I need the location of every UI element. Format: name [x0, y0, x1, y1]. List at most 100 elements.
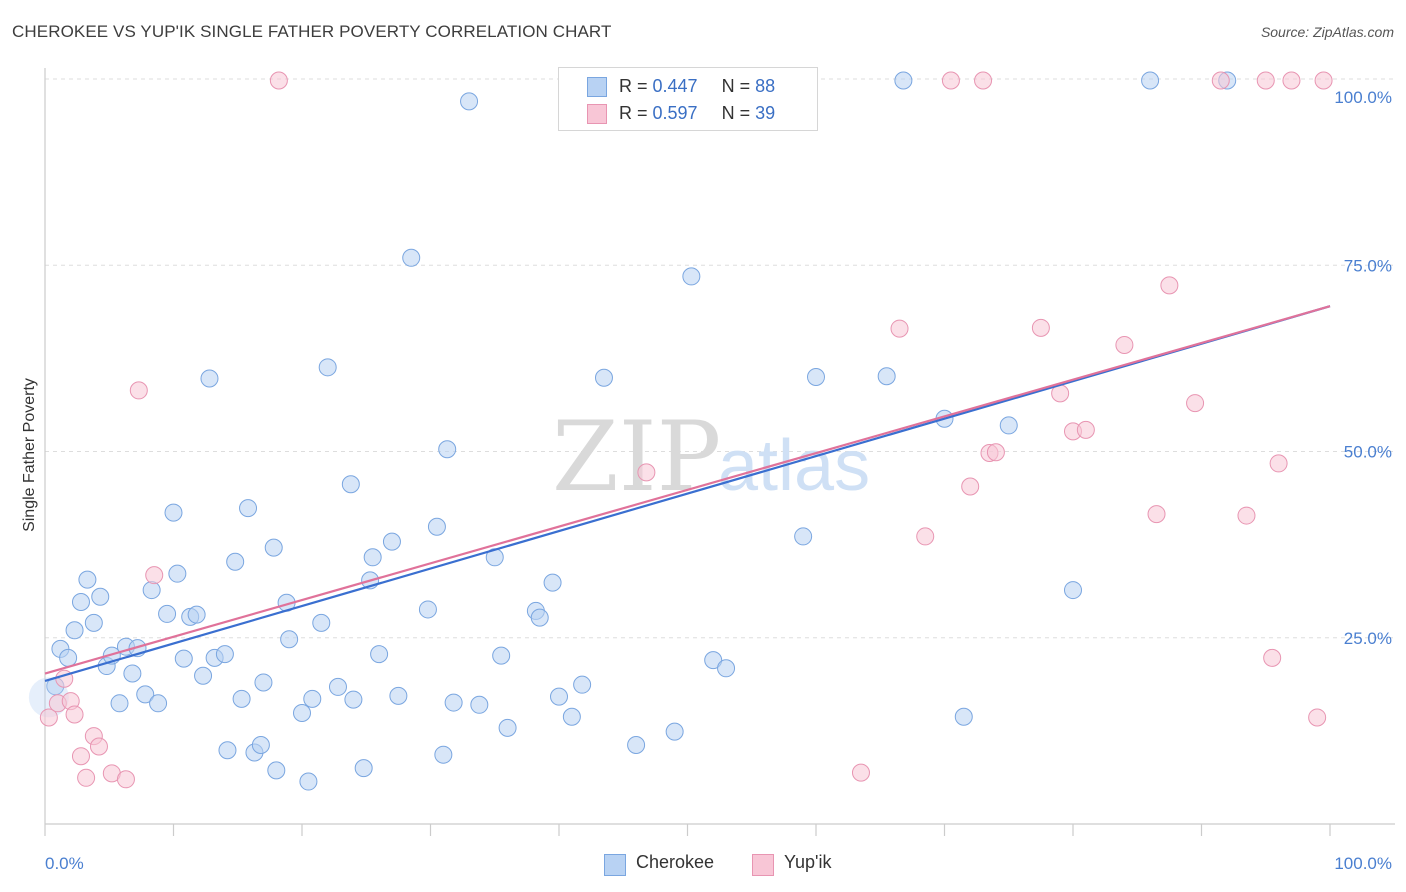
cherokee-point — [470, 695, 489, 714]
cherokee-point — [1141, 71, 1160, 90]
bottom-legend-yupik: Yup'ik — [784, 852, 832, 872]
cherokee-point — [444, 693, 463, 712]
cherokee-point — [418, 600, 437, 619]
cherokee-point — [427, 517, 446, 536]
cherokee-point — [460, 92, 479, 111]
yupik-point — [1186, 394, 1205, 413]
cherokee-point — [91, 587, 110, 606]
yupik-trend-line — [44, 305, 1331, 675]
yupik-point — [637, 463, 656, 482]
y-axis-title: Single Father Poverty — [21, 378, 38, 532]
bottom-legend-cherokee: Cherokee — [636, 852, 715, 872]
chart-title: CHEROKEE VS YUP'IK SINGLE FATHER POVERTY… — [12, 22, 612, 41]
legend-swatch-cherokee — [587, 77, 607, 97]
bottom-legend-swatch-cherokee — [604, 854, 626, 876]
yupik-point — [77, 768, 96, 787]
cherokee-point — [344, 690, 363, 709]
yupik-point — [1256, 71, 1275, 90]
yupik-point — [890, 319, 909, 338]
cherokee-point — [299, 772, 318, 791]
yupik-point — [145, 566, 164, 585]
yupik-point — [986, 443, 1005, 462]
cherokee-point — [136, 685, 155, 704]
cherokee-point — [110, 694, 129, 713]
yupik-point — [941, 71, 960, 90]
cherokee-point — [794, 527, 813, 546]
cherokee-point — [226, 552, 245, 571]
yupik-point — [89, 737, 108, 756]
yupik-point — [1160, 276, 1179, 295]
yupik-point — [974, 71, 993, 90]
cherokee-point — [267, 761, 286, 780]
cherokee-point — [328, 677, 347, 696]
cherokee-point — [704, 651, 723, 670]
yupik-point — [916, 527, 935, 546]
legend-n-label: N = — [721, 103, 756, 123]
x-tick-label: 0.0% — [45, 854, 84, 873]
yupik-points — [39, 71, 1333, 789]
yupik-point — [65, 705, 84, 724]
cherokee-point — [550, 687, 568, 706]
cherokee-point — [239, 499, 258, 518]
cherokee-point — [354, 759, 373, 778]
legend: R = 0.447 N = 88 R = 0.597 N = 39 — [558, 67, 818, 131]
yupik-point — [1308, 708, 1327, 727]
cherokee-point — [164, 503, 183, 522]
cherokee-point — [562, 707, 581, 726]
yupik-point — [961, 477, 980, 496]
cherokee-point — [665, 722, 684, 741]
cherokee-point — [78, 570, 97, 589]
cherokee-point — [123, 664, 142, 683]
y-tick-label: 50.0% — [1344, 443, 1392, 462]
cherokee-point — [682, 267, 701, 286]
cherokee-point — [303, 689, 322, 708]
watermark-zip: ZIP — [552, 401, 721, 513]
cherokee-point — [59, 648, 78, 667]
cherokee-point — [594, 368, 613, 387]
cherokee-point — [627, 736, 646, 755]
source-label: Source: ZipAtlas.com — [1260, 24, 1394, 40]
yupik-point — [129, 381, 148, 400]
cherokee-point — [312, 613, 331, 632]
cherokee-point — [168, 564, 187, 583]
cherokee-point — [280, 630, 299, 649]
cherokee-point — [717, 659, 736, 678]
yupik-point — [851, 763, 870, 782]
yupik-point — [39, 708, 58, 727]
cherokee-point — [149, 694, 168, 713]
yupik-point — [1314, 71, 1333, 90]
y-tick-label: 75.0% — [1344, 256, 1392, 275]
yupik-point — [1211, 71, 1230, 90]
legend-r-label: R = — [619, 103, 653, 123]
legend-r-value: 0.447 — [652, 76, 698, 96]
legend-r-value: 0.597 — [652, 103, 698, 123]
cherokee-point — [84, 613, 103, 632]
yupik-point — [71, 747, 90, 766]
cherokee-point — [498, 718, 517, 737]
cherokee-point — [174, 649, 193, 668]
cherokee-trend-line — [44, 305, 1331, 683]
cherokee-point — [434, 745, 453, 764]
cherokee-point — [877, 367, 896, 386]
watermark-atlas: atlas — [718, 426, 870, 506]
x-tick-label: 100.0% — [1334, 854, 1392, 873]
legend-r-label: R = — [619, 76, 653, 96]
cherokee-point — [254, 673, 273, 692]
cherokee-point — [218, 741, 237, 760]
cherokee-point — [382, 532, 401, 551]
cherokee-point — [438, 440, 457, 459]
yupik-point — [1076, 420, 1095, 439]
yupik-point — [116, 770, 135, 789]
cherokee-points — [28, 71, 1237, 791]
cherokee-point — [389, 686, 408, 705]
tick-labels: 25.0% 50.0% 75.0% 100.0% 0.0% 100.0% — [45, 88, 1392, 873]
yupik-point — [1115, 335, 1134, 354]
yupik-point — [1269, 454, 1288, 473]
yupik-point — [1263, 648, 1282, 667]
cherokee-point — [370, 645, 389, 664]
cherokee-point — [954, 707, 973, 726]
y-tick-label: 100.0% — [1334, 88, 1392, 107]
cherokee-point — [530, 608, 549, 627]
cherokee-point — [232, 689, 251, 708]
